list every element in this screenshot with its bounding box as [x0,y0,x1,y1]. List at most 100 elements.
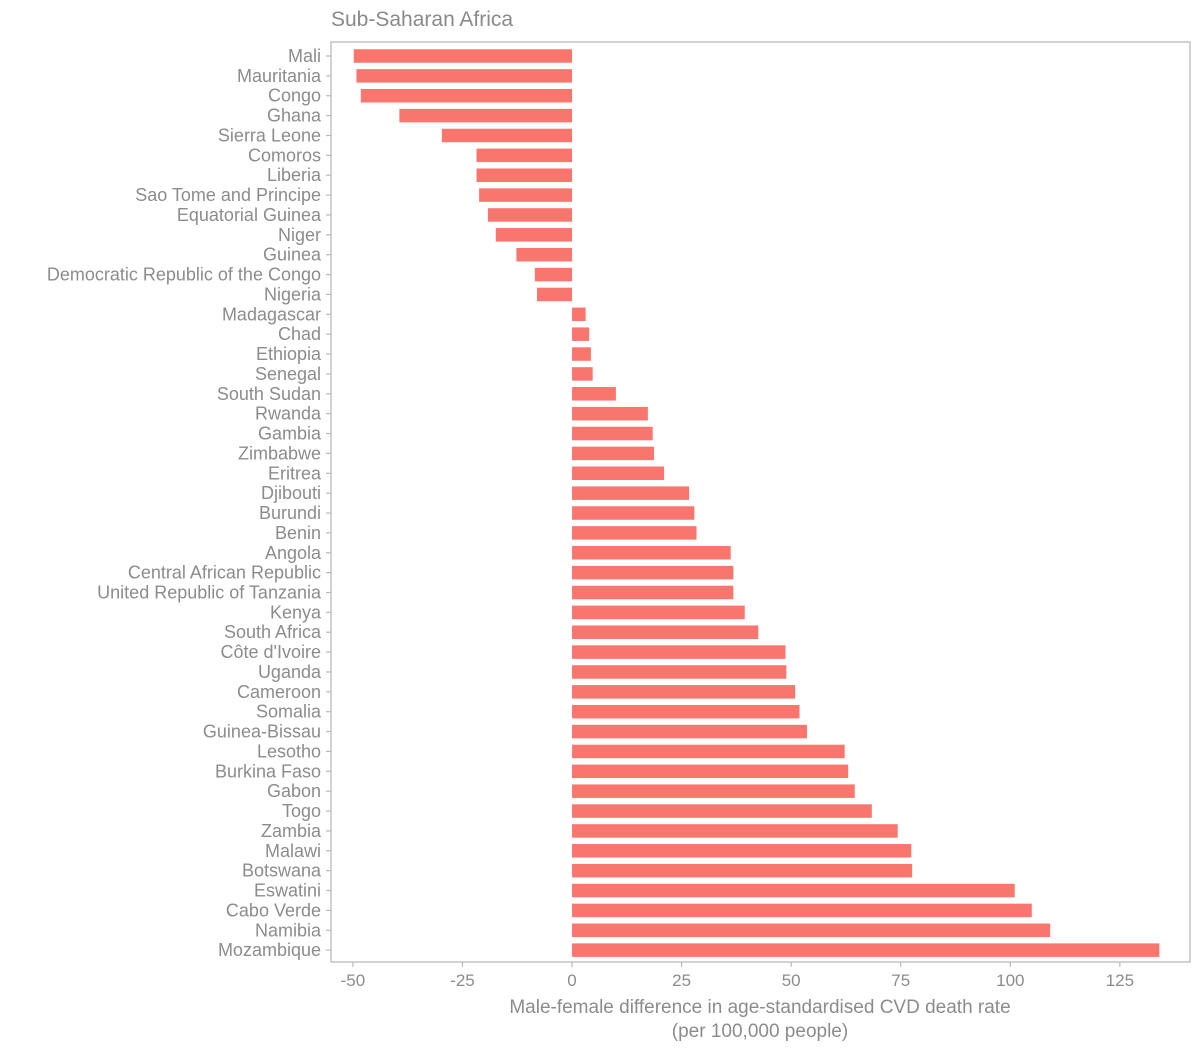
category-label: Burkina Faso [215,761,321,781]
bar [479,188,573,202]
bar [572,724,807,739]
category-label: Nigeria [264,284,322,304]
bar [495,228,573,242]
bar [572,625,759,639]
bar [572,387,616,401]
category-label: Angola [265,543,322,563]
category-label: Senegal [255,364,321,384]
category-label: Guinea [263,245,322,265]
category-label: Zimbabwe [238,443,321,463]
category-label: Benin [275,523,321,543]
category-label: Malawi [265,841,321,861]
category-label: Mali [288,46,321,66]
category-label: Zambia [261,821,322,841]
category-label: Niger [278,225,321,245]
category-label: Somalia [256,702,322,722]
x-tick-label: 25 [672,971,691,990]
category-label: Sao Tome and Principe [135,185,321,205]
bar [572,406,648,421]
category-label: Uganda [258,662,322,682]
category-label: Eswatini [254,881,321,901]
bar [572,645,786,659]
x-axis-ticks: -50 -25 0 25 50 75 100 125 [341,962,1134,990]
bar [572,426,653,441]
category-label: Ethiopia [256,344,322,364]
bar [353,49,573,63]
x-tick-label: 75 [891,971,910,990]
category-label: Ghana [267,106,322,126]
bar [534,267,573,282]
category-label: Comoros [248,145,321,165]
bar [572,605,745,620]
category-label: South Sudan [217,384,321,404]
bar [572,347,591,361]
category-label: Mauritania [237,66,322,86]
bar [356,69,573,83]
category-label: Cameroon [237,682,321,702]
category-label: United Republic of Tanzania [97,582,322,602]
bar [476,148,573,163]
bar [399,108,573,123]
bars-group [353,49,1160,957]
bar [572,903,1032,918]
category-label: Burundi [259,503,321,523]
category-label: Cabo Verde [226,900,321,920]
category-label: Chad [278,324,321,344]
bar [572,744,845,759]
bar [572,526,697,540]
bar [572,486,690,500]
facet-title: Sub-Saharan Africa [331,8,513,31]
bar [572,764,849,779]
bar [572,327,590,341]
bar [572,466,665,481]
bar [572,685,796,699]
bar [536,287,573,302]
bar [360,88,573,103]
x-tick-label: 100 [996,971,1024,990]
category-label: Gabon [267,781,321,801]
category-label: Sierra Leone [218,125,321,145]
x-tick-label: 50 [782,971,801,990]
bar [572,883,1015,898]
category-label: Madagascar [222,304,321,324]
bar [476,168,573,182]
bar [487,208,573,222]
category-label: Lesotho [257,741,321,761]
bar [572,943,1160,957]
bar [572,844,912,858]
bar [572,506,695,520]
category-label: Botswana [242,861,322,881]
category-label: Kenya [270,602,322,622]
category-label: Togo [282,801,321,821]
category-label: Democratic Republic of the Congo [47,265,321,285]
bar [441,128,573,143]
category-label: Central African Republic [128,563,321,583]
x-tick-label: -25 [450,971,475,990]
category-label: Rwanda [255,404,322,424]
bar [572,704,800,719]
x-tick-label: -50 [341,971,366,990]
bar [572,863,913,878]
category-label: Eritrea [268,463,322,483]
category-label: Congo [268,86,321,106]
category-label: South Africa [224,622,322,642]
category-label: Côte d'Ivoire [221,642,322,662]
bar [572,585,734,600]
x-tick-label: 0 [567,971,576,990]
x-axis-title-line2: (per 100,000 people) [672,1021,848,1042]
bar [572,923,1051,938]
bar [572,565,734,580]
bar [516,247,573,262]
bar [572,784,855,798]
category-label: Gambia [258,424,322,444]
bar [572,824,898,838]
bar [572,546,731,560]
category-label: Mozambique [218,940,321,960]
category-label: Djibouti [261,483,321,503]
plot-panel [330,41,1191,963]
x-tick-label: 125 [1106,971,1134,990]
bar [572,307,586,322]
bar [572,446,655,461]
